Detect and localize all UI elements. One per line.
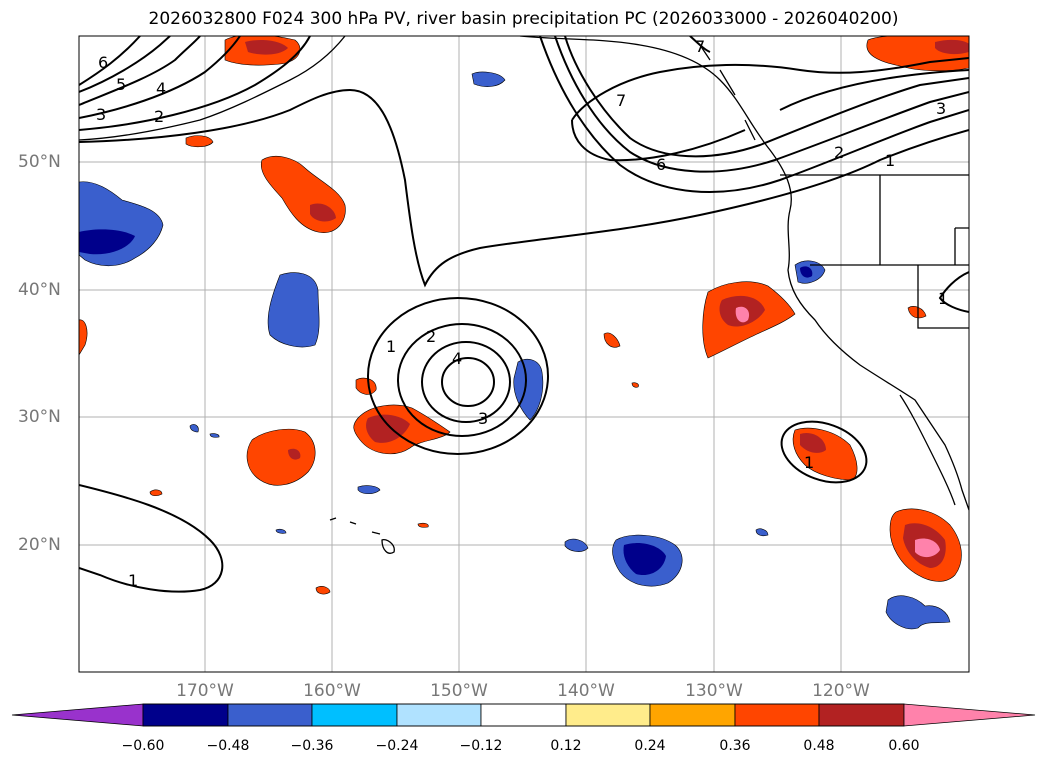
blob-pos-topright-core xyxy=(935,39,969,55)
colorbar-tick-label: 0.60 xyxy=(888,738,920,754)
blob-small-c xyxy=(149,489,163,497)
contour-label: 4 xyxy=(452,349,462,368)
blob-small-e xyxy=(417,522,429,528)
contour-label: 3 xyxy=(478,409,488,428)
blob-neg-nw-core xyxy=(79,229,135,255)
baja xyxy=(899,394,956,506)
contour-label: 6 xyxy=(656,155,666,174)
colorbar-tick-label: −0.36 xyxy=(290,738,334,754)
blob-pos-160w xyxy=(260,156,346,233)
lon-label: 140°W xyxy=(557,681,615,701)
blob-small-h xyxy=(907,306,927,319)
colorbar-swatch xyxy=(142,703,229,727)
contour-label: 3 xyxy=(936,99,946,118)
lon-label: 130°W xyxy=(685,681,743,701)
colorbar-swatch xyxy=(396,703,482,727)
contour-label: 7 xyxy=(695,37,705,56)
colorbar-tick-label: −0.12 xyxy=(459,738,503,754)
lat-label: 50°N xyxy=(18,152,61,172)
coastlines xyxy=(79,36,969,554)
lon-label: 120°W xyxy=(812,681,870,701)
blob-small-2 xyxy=(355,377,377,395)
colorbar-extend-low xyxy=(11,703,144,727)
contour-label: 2 xyxy=(834,143,844,162)
lat-label: 20°N xyxy=(18,535,61,555)
blob-neg-162w xyxy=(267,272,320,348)
colorbar-swatch xyxy=(480,703,567,727)
colorbar-tick-label: −0.60 xyxy=(121,738,165,754)
contour-label: 1 xyxy=(386,337,396,356)
colorbar-extend-high xyxy=(903,703,1036,727)
blob-pos-165w-core xyxy=(288,448,301,460)
colorbar-swatch xyxy=(311,703,398,727)
gridlines xyxy=(79,36,969,672)
lat-label: 40°N xyxy=(18,280,61,300)
blob-neg-small-b xyxy=(189,424,199,433)
blob-pos-127w-max xyxy=(735,306,750,323)
contour-label: 4 xyxy=(156,79,166,98)
colorbar-swatch xyxy=(818,703,905,727)
blob-neg-small-i xyxy=(564,538,589,552)
blob-neg-small-k xyxy=(275,528,287,534)
colorbar-tick-label: 0.36 xyxy=(719,738,751,754)
contour-label: 6 xyxy=(98,53,108,72)
contour-label: 7 xyxy=(616,91,626,110)
blob-pos-122w-core xyxy=(800,432,826,453)
precip-blobs xyxy=(79,36,969,630)
blob-pos-165w xyxy=(246,428,316,486)
blob-neg-small-a xyxy=(357,485,381,495)
colorbar-tick-label: 0.12 xyxy=(550,738,582,754)
contour-labels: 6 5 4 3 2 7 7 6 2 1 3 1 2 4 3 1 1 1 xyxy=(96,37,948,590)
blob-pos-topleft-core xyxy=(245,40,288,55)
colorbar-swatch xyxy=(649,703,736,727)
contour-label: 1 xyxy=(804,453,814,472)
blob-small-d xyxy=(315,586,331,595)
contour-label: 1 xyxy=(128,571,138,590)
blob-neg-145w xyxy=(513,359,544,421)
blob-neg-small-j xyxy=(471,71,506,87)
blob-pos-115w-max xyxy=(915,538,940,558)
hawaii xyxy=(329,517,395,554)
colorbar-tick-label: −0.24 xyxy=(375,738,419,754)
blob-small-g xyxy=(631,382,639,388)
lat-label: 30°N xyxy=(18,407,61,427)
colorbar-swatch xyxy=(565,703,651,727)
blob-neg-113w xyxy=(885,595,951,630)
blob-pos-160w-core xyxy=(310,203,336,222)
colorbar-swatch xyxy=(734,703,820,727)
contour-label: 2 xyxy=(426,327,436,346)
contour-label: 1 xyxy=(938,289,948,308)
blob-small-f xyxy=(603,332,621,348)
map-frame xyxy=(78,35,970,673)
blob-neg-small-l xyxy=(209,433,220,438)
lon-label: 160°W xyxy=(303,681,361,701)
blob-neg-136w-core xyxy=(623,543,666,576)
contour-label: 5 xyxy=(116,75,126,94)
contour-label: 3 xyxy=(96,105,106,124)
lon-label: 150°W xyxy=(430,681,488,701)
colorbar xyxy=(11,703,1036,727)
blob-neg-123w-core xyxy=(800,266,813,278)
lon-label: 170°W xyxy=(176,681,234,701)
blob-left-edge xyxy=(79,319,88,356)
blob-small-1 xyxy=(185,135,214,148)
colorbar-tick-label: 0.48 xyxy=(803,738,835,754)
contour-label: 2 xyxy=(154,107,164,126)
colorbar-tick-label: −0.48 xyxy=(206,738,250,754)
colorbar-swatch xyxy=(227,703,313,727)
map-title: 2026032800 F024 300 hPa PV, river basin … xyxy=(148,9,899,29)
pv-contours xyxy=(79,36,969,593)
colorbar-tick-label: 0.24 xyxy=(634,738,666,754)
contour-label: 1 xyxy=(885,151,895,170)
blob-neg-small-m xyxy=(755,528,769,537)
us-state-borders xyxy=(780,174,969,329)
